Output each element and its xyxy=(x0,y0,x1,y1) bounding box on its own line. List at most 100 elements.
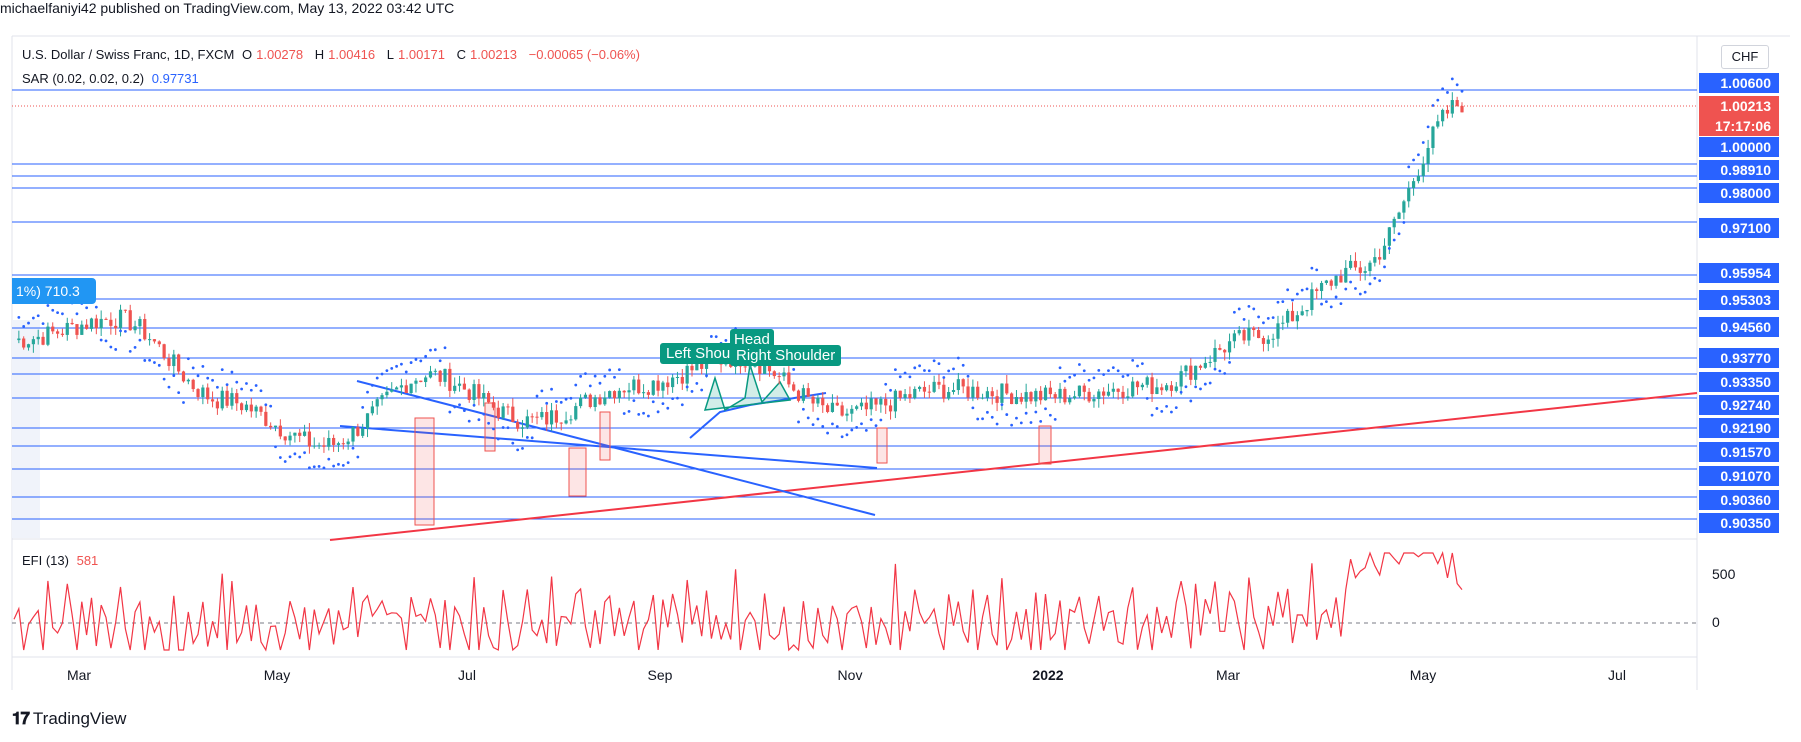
sar-dot xyxy=(608,368,612,372)
efi-label[interactable]: EFI (13) xyxy=(22,553,69,568)
candle-body xyxy=(1068,398,1072,403)
sar-dot xyxy=(966,374,970,378)
sar-dot xyxy=(201,364,205,368)
candle-body xyxy=(893,390,897,412)
sar-dot xyxy=(1199,387,1202,391)
candle-body xyxy=(375,399,379,407)
highlight-box xyxy=(1038,425,1052,465)
sar-dot xyxy=(453,405,457,409)
candle-body xyxy=(404,385,408,393)
candle-body xyxy=(588,394,592,407)
neckline[interactable] xyxy=(689,392,827,439)
sar-dot xyxy=(1310,266,1314,270)
candle-body xyxy=(1034,390,1038,402)
sar-dot xyxy=(31,316,35,320)
sar-dot xyxy=(1140,362,1144,366)
channel-lower-line[interactable] xyxy=(339,425,878,469)
highlight-box xyxy=(599,411,611,461)
sar-dot xyxy=(1044,407,1047,411)
sar-dot xyxy=(845,433,849,437)
candle-body xyxy=(133,326,137,331)
candle-body xyxy=(506,406,510,408)
sar-dot xyxy=(1131,358,1135,362)
sar-dot xyxy=(351,446,355,450)
candle-body xyxy=(327,437,331,447)
sar-dot xyxy=(487,421,490,425)
symbol-name[interactable]: U.S. Dollar / Swiss Franc, 1D, FXCM xyxy=(22,47,235,62)
support-trendline[interactable] xyxy=(329,392,1698,541)
sar-label[interactable]: SAR (0.02, 0.02, 0.2) xyxy=(22,71,145,86)
candle-body xyxy=(220,390,224,409)
candle-body xyxy=(1208,361,1212,363)
candle-body xyxy=(399,385,404,388)
candle-body xyxy=(549,410,554,425)
sar-dot xyxy=(186,357,190,361)
high-label: H xyxy=(314,47,325,62)
sar-dot xyxy=(177,391,181,394)
sar-dot xyxy=(1339,302,1343,305)
candle-body xyxy=(516,422,520,429)
sar-dot xyxy=(932,359,936,363)
sar-dot xyxy=(1271,316,1275,320)
footer-brand[interactable]: 𝟏𝟕 TradingView xyxy=(12,709,126,729)
sar-dot xyxy=(918,364,922,368)
left-shoulder-label[interactable]: Left Shou xyxy=(660,343,737,364)
candle-body xyxy=(1373,257,1377,263)
sar-dot xyxy=(17,315,21,319)
sar-dot xyxy=(1228,360,1231,364)
sar-dot xyxy=(443,346,447,350)
close-value: 1.00213 xyxy=(470,47,518,62)
candle-body xyxy=(748,366,752,368)
sar-dot xyxy=(327,457,331,461)
sar-dot xyxy=(143,359,147,362)
sar-dot xyxy=(191,366,195,370)
sar-dot xyxy=(1145,397,1149,400)
candle-body xyxy=(472,384,476,400)
candle-body xyxy=(767,364,772,372)
sar-dot xyxy=(1179,390,1183,394)
sar-dot xyxy=(855,426,859,429)
candle-body xyxy=(1310,289,1314,310)
candle-body xyxy=(637,379,641,394)
candle-body xyxy=(1426,147,1430,164)
candle-body xyxy=(1378,257,1382,260)
sar-dot xyxy=(840,435,844,439)
sar-dot xyxy=(1392,238,1396,242)
candle-body xyxy=(598,397,602,405)
candle-body xyxy=(225,390,229,406)
candle-body xyxy=(1436,121,1440,127)
efi-tick-0: 0 xyxy=(1712,614,1720,630)
sar-legend: SAR (0.02, 0.02, 0.2) 0.97731 xyxy=(22,71,203,86)
sar-dot xyxy=(908,375,912,379)
sar-dot xyxy=(961,363,965,367)
footer-brand-text: TradingView xyxy=(32,709,127,728)
sar-dot xyxy=(409,361,413,364)
sar-dot xyxy=(1019,421,1023,425)
efi-legend: EFI (13) 581 xyxy=(22,553,102,568)
price-level-label: 0.95303 xyxy=(1699,290,1779,310)
candle-body xyxy=(855,406,859,409)
sar-dot xyxy=(666,406,670,410)
sar-dot xyxy=(903,371,907,375)
candle-body xyxy=(409,383,413,393)
candle-body xyxy=(26,344,31,348)
candle-body xyxy=(424,377,428,383)
sar-dot xyxy=(801,407,805,411)
right-shoulder-label[interactable]: Right Shoulder xyxy=(730,345,842,366)
candle-body xyxy=(206,387,210,400)
sar-dot xyxy=(1412,158,1415,162)
head-label[interactable]: Head xyxy=(730,329,774,350)
currency-button[interactable]: CHF xyxy=(1721,45,1769,69)
sar-dot xyxy=(1218,369,1222,373)
candle-body xyxy=(201,387,205,397)
candle-body xyxy=(951,390,956,392)
measure-label[interactable]: 1%) 710.3 xyxy=(12,278,96,304)
sar-dot xyxy=(429,348,432,352)
candle-body xyxy=(428,371,433,378)
sar-dot xyxy=(1402,221,1406,224)
time-tick: 2022 xyxy=(1032,667,1064,683)
candle-body xyxy=(656,380,660,391)
candle-body xyxy=(31,339,35,345)
candle-body xyxy=(1319,282,1324,291)
